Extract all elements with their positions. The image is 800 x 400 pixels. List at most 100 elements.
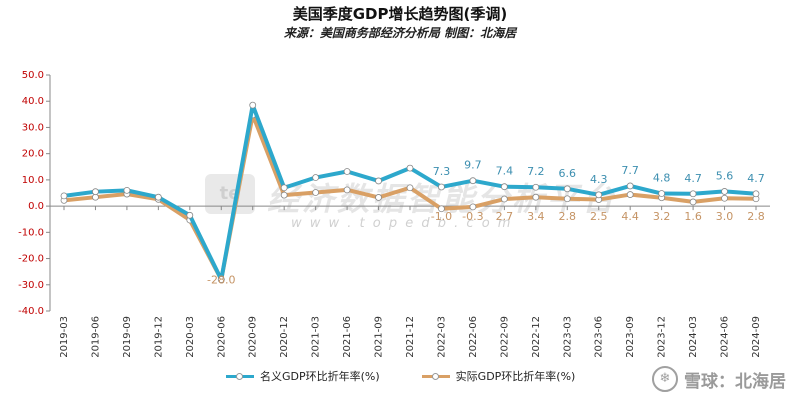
y-tick-label: 0.0 <box>28 201 44 212</box>
nominal-gdp-point <box>595 191 603 199</box>
nominal-gdp-point <box>658 190 666 197</box>
nominal-gdp-data-label: 6.6 <box>559 167 577 180</box>
real-gdp-point <box>343 186 351 194</box>
nominal-gdp-point <box>469 177 477 185</box>
y-tick-label: 40.0 <box>22 96 44 107</box>
chart-title: 美国季度GDP增长趋势图(季调) <box>292 5 508 23</box>
real-gdp-point <box>406 184 414 192</box>
legend-item-nominal: 名义GDP环比折年率(%) <box>226 368 380 384</box>
real-gdp-data-label: 2.5 <box>590 210 608 223</box>
x-tick-label: 2024-06 <box>720 316 731 358</box>
x-tick-label: 2024-03 <box>688 316 699 358</box>
nominal-gdp-point <box>343 168 351 175</box>
nominal-gdp-point <box>312 174 320 181</box>
x-tick-label: 2023-06 <box>594 316 605 358</box>
nominal-gdp-data-label: 4.7 <box>684 172 702 185</box>
nominal-gdp-point <box>92 188 99 196</box>
nominal-gdp-point <box>438 183 445 191</box>
nominal-gdp-line <box>63 103 757 282</box>
legend-label-nominal: 名义GDP环比折年率(%) <box>260 370 380 383</box>
real-gdp-point <box>469 203 477 211</box>
x-tick-label: 2020-06 <box>216 316 227 358</box>
snowball-icon: ❄ <box>652 366 678 392</box>
corner-brand-text: 雪球：北海居 <box>684 371 786 392</box>
x-tick-label: 2021-12 <box>405 316 416 358</box>
nominal-gdp-point <box>689 190 697 198</box>
x-tick-label: 2024-09 <box>751 316 762 358</box>
nominal-gdp-point <box>375 177 382 185</box>
x-tick-label: 2021-09 <box>374 316 385 358</box>
real-gdp-point <box>626 191 634 198</box>
real-gdp-point <box>532 193 540 201</box>
x-tick-label: 2022-09 <box>499 316 510 358</box>
x-tick-label: 2022-06 <box>468 316 479 358</box>
real-gdp-line <box>63 112 757 282</box>
legend-label-real: 实际GDP环比折年率(%) <box>455 370 576 383</box>
real-gdp-data-label: -28.0 <box>207 274 235 287</box>
x-tick-label: 2021-03 <box>311 316 322 358</box>
y-tick-label: 20.0 <box>22 149 44 160</box>
nominal-gdp-point <box>280 184 288 192</box>
real-gdp-data-label: 1.6 <box>684 210 702 223</box>
real-gdp-point <box>312 189 320 196</box>
real-gdp-point <box>563 195 571 203</box>
legend-swatch-real <box>421 372 450 380</box>
nominal-gdp-point <box>563 185 571 193</box>
legend-swatch-nominal <box>226 372 254 380</box>
real-gdp-point <box>500 195 508 203</box>
real-gdp-point <box>689 198 697 206</box>
x-tick-label: 2021-06 <box>342 316 353 358</box>
real-gdp-point <box>721 194 728 202</box>
nominal-gdp-data-label: 4.7 <box>747 172 765 185</box>
nominal-gdp-data-label: 7.2 <box>527 165 545 178</box>
nominal-gdp-point <box>626 182 634 190</box>
x-tick-label: 2023-09 <box>625 316 636 358</box>
nominal-gdp-data-label: 9.7 <box>464 159 482 172</box>
nominal-gdp-data-label: 5.6 <box>716 169 734 182</box>
nominal-gdp-point <box>154 193 162 201</box>
x-tick-label: 2019-12 <box>153 316 164 358</box>
nominal-gdp-data-label: 7.7 <box>621 164 639 177</box>
real-gdp-point <box>92 193 99 201</box>
real-gdp-data-label: 2.7 <box>496 210 514 223</box>
real-gdp-point <box>375 194 382 201</box>
x-tick-label: 2020-09 <box>248 316 259 358</box>
real-gdp-data-label: 2.8 <box>747 210 765 223</box>
legend: 名义GDP环比折年率(%) 实际GDP环比折年率(%) <box>226 368 575 384</box>
y-tick-label: -30.0 <box>18 280 44 291</box>
nominal-gdp-point <box>721 188 728 195</box>
real-gdp-data-label: -0.3 <box>462 210 483 223</box>
y-tick-label: 50.0 <box>22 70 44 81</box>
real-gdp-data-label: -1.0 <box>431 210 452 223</box>
x-tick-label: 2023-03 <box>562 316 573 358</box>
x-tick-label: 2022-03 <box>436 316 447 358</box>
nominal-gdp-point <box>123 186 131 194</box>
nominal-gdp-data-label: 4.3 <box>590 173 608 186</box>
nominal-gdp-point <box>249 101 257 109</box>
nominal-gdp-data-label: 4.8 <box>653 172 671 185</box>
x-tick-label: 2019-09 <box>122 316 133 358</box>
y-tick-label: -40.0 <box>18 306 44 317</box>
nominal-gdp-point <box>217 276 225 283</box>
nominal-gdp-data-label: 7.4 <box>496 165 514 178</box>
chart-subtitle: 来源：美国商务部经济分析局 制图：北海居 <box>283 26 517 40</box>
real-gdp-data-label: 4.4 <box>621 210 639 223</box>
corner-brand: ❄ 雪球：北海居 <box>652 366 786 392</box>
nominal-gdp-point <box>60 192 68 200</box>
real-gdp-data-label: 3.2 <box>653 210 671 223</box>
y-tick-label: -10.0 <box>18 227 44 238</box>
x-tick-label: 2019-03 <box>59 316 70 358</box>
nominal-gdp-point <box>532 183 540 191</box>
real-gdp-data-label: 2.8 <box>559 210 577 223</box>
y-tick-label: -20.0 <box>18 254 44 265</box>
nominal-gdp-point <box>500 183 508 191</box>
real-gdp-point <box>280 191 288 199</box>
nominal-gdp-point <box>186 211 194 219</box>
nominal-gdp-point <box>406 164 414 172</box>
x-tick-label: 2023-12 <box>657 316 668 358</box>
real-gdp-data-label: 3.4 <box>527 210 545 223</box>
real-gdp-point <box>438 205 445 213</box>
real-gdp-data-label: 3.0 <box>716 210 734 223</box>
x-tick-label: 2019-06 <box>90 316 101 358</box>
